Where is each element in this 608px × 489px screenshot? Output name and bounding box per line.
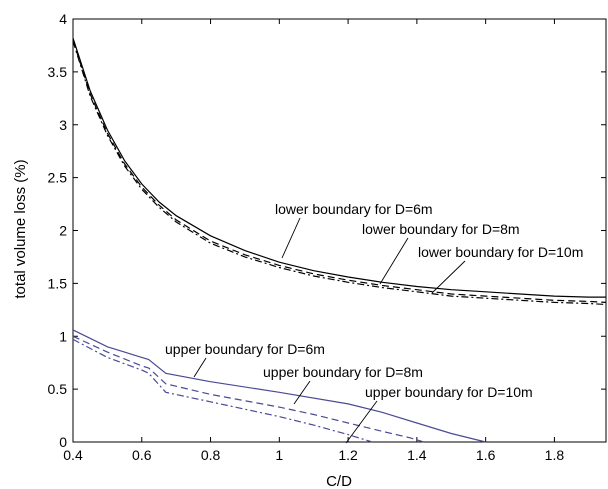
label-upper-8m: upper boundary for D=8m [263, 364, 423, 380]
series-layer [72, 37, 607, 443]
leader-lower-6m [281, 217, 301, 259]
x-tick-label: 0.8 [201, 447, 221, 463]
x-tick-label: 1.4 [407, 447, 427, 463]
x-axis-label: C/D [326, 473, 352, 489]
label-upper-10m: upper boundary for D=10m [365, 384, 533, 400]
leader-upper-8m [293, 380, 311, 405]
annotations: lower boundary for D=6m lower boundary f… [165, 201, 583, 444]
leader-upper-6m [193, 357, 207, 378]
y-tick-label: 2.5 [48, 170, 68, 186]
x-tick-label: 1.2 [338, 447, 358, 463]
label-upper-6m: upper boundary for D=6m [165, 341, 325, 357]
series-line-2 [72, 41, 607, 306]
x-tick-label: 0.4 [63, 447, 83, 463]
x-axis-ticks: 0.4 0.6 0.8 1 1.2 1.4 1.6 1.8 [63, 19, 564, 463]
leader-lower-8m [379, 237, 409, 285]
y-axis-ticks: 0 0.5 1 1.5 2 2.5 3 3.5 4 [48, 11, 606, 450]
series-line-1 [72, 40, 607, 303]
y-tick-label: 2 [59, 223, 67, 239]
x-tick-label: 1.8 [545, 447, 565, 463]
y-tick-label: 1 [59, 328, 67, 344]
x-tick-label: 1 [275, 447, 283, 463]
label-lower-6m: lower boundary for D=6m [275, 201, 433, 217]
label-lower-8m: lower boundary for D=8m [362, 221, 520, 237]
series-line-4 [72, 335, 424, 443]
y-tick-label: 3 [59, 117, 67, 133]
leader-lower-10m [431, 260, 466, 294]
y-tick-label: 4 [59, 11, 67, 27]
series-line-5 [72, 338, 373, 443]
y-tick-label: 3.5 [48, 64, 68, 80]
series-line-0 [72, 37, 606, 298]
y-tick-label: 1.5 [48, 275, 68, 291]
leader-upper-10m [345, 400, 378, 444]
y-tick-label: 0 [59, 434, 67, 450]
label-lower-10m: lower boundary for D=10m [418, 244, 583, 260]
series-line-3 [72, 329, 486, 443]
y-axis-label: total volume loss (%) [12, 159, 29, 298]
y-tick-label: 0.5 [48, 381, 68, 397]
x-tick-label: 0.6 [132, 447, 152, 463]
x-tick-label: 1.6 [476, 447, 496, 463]
